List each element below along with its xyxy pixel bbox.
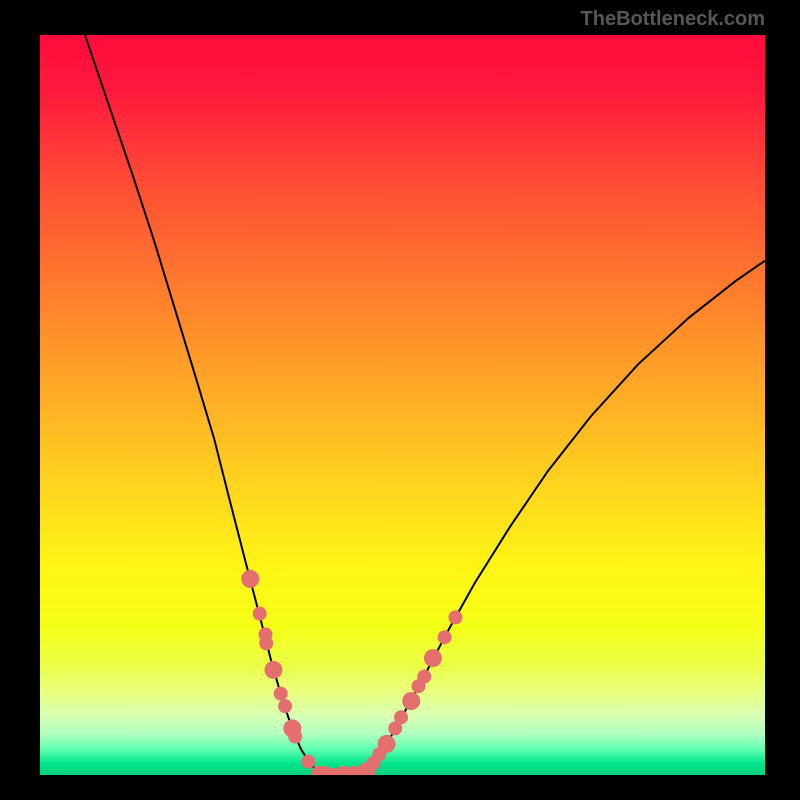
plot-area xyxy=(40,35,765,775)
gradient-background xyxy=(40,35,765,775)
watermark-label: TheBottleneck.com xyxy=(581,8,765,31)
chart-container: TheBottleneck.com xyxy=(0,0,800,800)
